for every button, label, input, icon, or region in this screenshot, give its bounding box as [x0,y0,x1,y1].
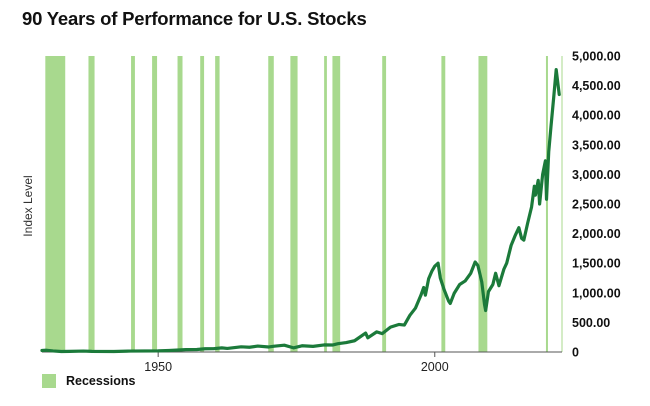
y-tick-label-4500: 4,500.00 [572,79,621,93]
x-tick-label-2000: 2000 [421,360,449,374]
recession-band-12 [382,56,387,352]
recession-band-13 [441,56,446,352]
recession-band-14 [478,56,488,352]
recession-band-1 [45,56,66,352]
y-tick-label-2000: 2,000.00 [572,227,621,241]
x-tick-label-1950: 1950 [144,360,172,374]
recession-band-2 [88,56,95,352]
recession-band-4 [152,56,158,352]
recession-band-7 [215,56,220,352]
recession-band-11 [332,56,341,352]
y-tick-label-3000: 3,000.00 [572,168,621,182]
y-tick-label-5000: 5,000.00 [572,50,621,64]
chart-title: 90 Years of Performance for U.S. Stocks [22,8,367,29]
y-tick-label-0: 0 [572,346,579,360]
y-tick-label-4000: 4,000.00 [572,109,621,123]
y-tick-label-1000: 1,000.00 [572,286,621,300]
recession-band-10 [324,56,327,352]
y-axis-title: Index Level [21,175,35,236]
legend-swatch-recessions [42,374,56,388]
y-tick-label-2500: 2,500.00 [572,198,621,212]
y-tick-label-3500: 3,500.00 [572,138,621,152]
recession-band-6 [200,56,205,352]
series-line-1 [40,68,561,354]
y-tick-label-500: 500.00 [572,316,610,330]
y-tick-label-1500: 1,500.00 [572,257,621,271]
recession-band-3 [131,56,135,352]
recession-band-5 [177,56,183,352]
recession-band-9 [290,56,298,352]
chart-legend: Recessions [42,374,135,388]
legend-label-recessions: Recessions [66,374,136,388]
recession-band-15 [545,56,548,352]
recession-band-8 [268,56,274,352]
